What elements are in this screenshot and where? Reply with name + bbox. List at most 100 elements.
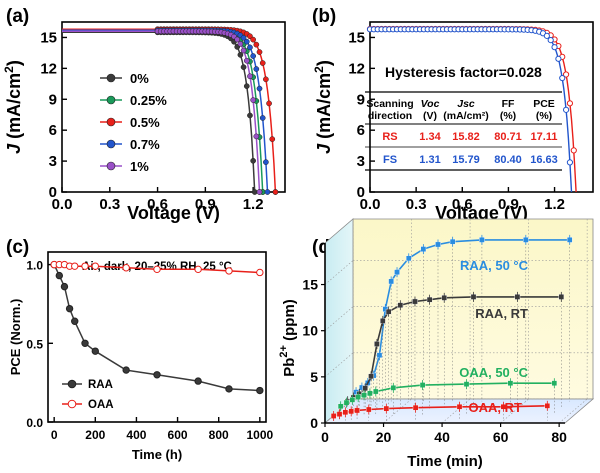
series-label: RAA, RT [475, 306, 528, 321]
data-point [225, 385, 233, 393]
data-point [272, 189, 279, 195]
table-cell: 16.63 [530, 154, 558, 166]
x-tick-label: 600 [168, 428, 188, 442]
table-cell: 1.31 [419, 154, 440, 166]
legend-label: OAA [88, 399, 114, 411]
y-axis-label-italic: J [4, 143, 24, 154]
y-axis-label-unit: (mA/cm [314, 73, 334, 144]
grid-line-side [324, 352, 354, 378]
data-point [266, 100, 272, 107]
y-axis-label-close: ) [314, 60, 334, 66]
x-tick-label: 800 [209, 428, 229, 442]
data-point [194, 377, 202, 385]
y-tick-label: 10 [302, 323, 318, 339]
chart-panel-b: 0.0 0.3 0.6 0.9 1.2 0 3 6 9 12 15 (b) Voltage (V) J (… [312, 6, 594, 223]
chart-panel-a: 0.0 0.3 0.6 0.9 1.2 0 3 6 9 12 15 (a) Voltage (V) J (… [2, 6, 286, 223]
legend-marker [67, 379, 77, 389]
table-header: Scanning [366, 98, 413, 110]
y-axis-label-close: ) [4, 60, 24, 66]
table-header-unit: (%) [500, 110, 516, 122]
panel-label: (a) [6, 6, 29, 27]
table-cell: 17.11 [531, 131, 558, 143]
table-header: PCE [533, 98, 555, 110]
x-tick-label: 0.0 [52, 196, 73, 213]
data-point [240, 47, 247, 54]
y-tick-label: 15 [40, 29, 57, 46]
y-axis-label: J (mA/cm2) [312, 60, 334, 154]
data-point [81, 339, 89, 347]
legend-label: 0% [130, 71, 149, 86]
x-tick-label: 0 [51, 428, 58, 442]
x-tick-label: 0.0 [360, 196, 381, 213]
series-line [62, 30, 261, 193]
legend-marker [106, 139, 116, 149]
panel-label: (c) [6, 237, 29, 258]
data-point [259, 60, 266, 66]
data-point [559, 74, 566, 82]
legend-label: RAA [88, 379, 113, 391]
data-point [153, 371, 161, 379]
y-tick-label: 1.0 [26, 259, 43, 273]
x-axis-label: Voltage (V) [435, 203, 528, 223]
data-point [71, 262, 79, 270]
data-point [240, 34, 247, 41]
panel-label: (b) [312, 6, 336, 27]
table-header-unit: direction [368, 110, 412, 122]
data-point [65, 304, 74, 313]
grid-line-floor [441, 398, 471, 424]
y-axis-label-base: Pb [281, 358, 298, 377]
data-point [250, 53, 256, 59]
chart-panel-c: 0 200 400 600 800 1000 0.0 0.5 1.0(c) Time (h) PCE… [6, 237, 274, 462]
table-header-unit: (V) [423, 110, 437, 122]
y-tick-label: 0.5 [26, 337, 43, 351]
y-tick-label: 0.0 [26, 416, 43, 430]
grid-line-floor [558, 398, 588, 424]
legend-label: 1% [130, 159, 149, 174]
data-point [256, 49, 263, 55]
y-axis-label: PCE (Norm.) [8, 299, 23, 376]
legend-label: 0.7% [130, 137, 160, 152]
x-tick-label: 20 [376, 429, 392, 445]
series-OAA, 50 °C: OAA, 50 °C [337, 365, 558, 415]
y-axis-label-sup: 2 [312, 66, 326, 73]
series-label: OAA, RT [469, 400, 523, 415]
x-tick-label: 0.9 [195, 196, 216, 213]
series-OAA: OAA [50, 260, 264, 411]
table-header: Voc [421, 98, 440, 110]
table-cell: RS [382, 131, 397, 143]
data-point [555, 55, 562, 62]
data-point [566, 100, 574, 107]
data-point [81, 262, 89, 270]
legend-label: 0.5% [130, 115, 160, 130]
legend-marker [106, 73, 116, 83]
data-point [263, 159, 269, 165]
data-point [122, 366, 130, 374]
data-point [194, 265, 202, 274]
x-tick-label: 0.6 [147, 196, 168, 213]
y-axis-label: J (mA/cm2) [2, 60, 24, 154]
data-point [55, 271, 64, 280]
table-cell: 15.82 [452, 131, 480, 143]
table-cell: 1.34 [419, 131, 441, 143]
x-tick-label: 0.9 [498, 196, 519, 213]
legend-marker [106, 161, 116, 171]
x-tick-label: 40 [434, 429, 450, 445]
data-point [247, 112, 253, 119]
series-line [62, 30, 264, 193]
series-label: RAA, 50 °C [460, 258, 529, 273]
data-point [91, 262, 100, 270]
legend-label: 0.25% [130, 93, 167, 108]
x-tick-label: 0.3 [99, 196, 120, 213]
series-OAA, RT: OAA, RT [330, 400, 551, 421]
series-RAA, 50 °C: RAA, 50 °C [353, 234, 573, 402]
table-header-unit: (%) [536, 110, 552, 122]
data-point [264, 189, 271, 195]
data-point [225, 267, 233, 275]
x-axis-label: Time (h) [132, 447, 182, 462]
data-point [71, 317, 79, 325]
series-line [62, 31, 256, 193]
table-cell: 80.71 [494, 131, 522, 143]
grid-line-side [324, 306, 354, 331]
data-point [250, 157, 256, 164]
